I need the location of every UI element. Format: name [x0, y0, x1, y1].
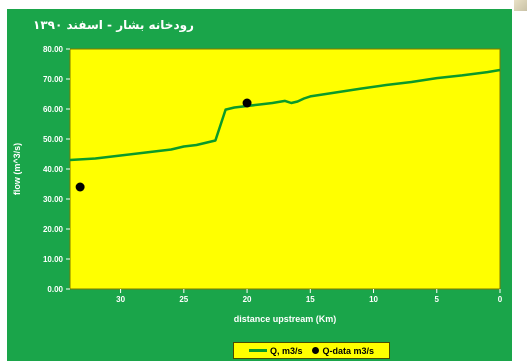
x-tick-label: 0 [498, 295, 503, 304]
y-tick-label: 0.00 [47, 285, 63, 294]
x-tick-label: 20 [243, 295, 252, 304]
flow-chart: 0.00 10.00 20.00 30.00 40.00 50.00 60.00 70.00 8… [12, 45, 503, 324]
chart-title: رودخانه بشار - اسفند ۱۳۹۰ [33, 18, 194, 32]
x-tick-label: 10 [369, 295, 378, 304]
legend-item-q-data: Q-data m3/s [312, 346, 374, 356]
y-axis-label: flow (m^3/s) [12, 143, 22, 195]
x-tick-label: 15 [306, 295, 315, 304]
y-tick-label: 70.00 [43, 75, 64, 84]
x-axis-label: distance upstream (Km) [234, 314, 337, 324]
q-data-point [242, 98, 252, 108]
series-line-q [69, 68, 501, 162]
legend-label-q: Q, m3/s [269, 345, 303, 356]
axes: 0.00 10.00 20.00 30.00 40.00 50.00 60.00 70.00 8… [43, 45, 503, 304]
chart-panel: رودخانه بشار - اسفند ۱۳۹۰ 0.00 10.00 20.00… [7, 9, 512, 361]
y-tick-label: 20.00 [43, 225, 64, 234]
y-tick-label: 10.00 [43, 255, 64, 264]
y-tick-label: 60.00 [43, 105, 64, 114]
legend-line-swatch [248, 349, 267, 352]
y-tick-label: 30.00 [43, 195, 64, 204]
q-data-point [75, 182, 85, 192]
series-layer [69, 68, 501, 192]
chart-legend: Q, m3/s Q-data m3/s [233, 342, 390, 359]
y-tick-label: 40.00 [43, 165, 64, 174]
x-tick-label: 25 [179, 295, 188, 304]
x-tick-label: 30 [116, 295, 125, 304]
background-corner [514, 0, 527, 11]
y-tick-label: 50.00 [43, 135, 64, 144]
legend-dot-swatch [312, 347, 320, 354]
x-tick-label: 5 [435, 295, 440, 304]
plot-area [69, 48, 501, 290]
legend-item-q: Q, m3/s [248, 345, 303, 356]
y-tick-label: 80.00 [43, 45, 64, 54]
legend-label-q-data: Q-data m3/s [322, 345, 375, 356]
